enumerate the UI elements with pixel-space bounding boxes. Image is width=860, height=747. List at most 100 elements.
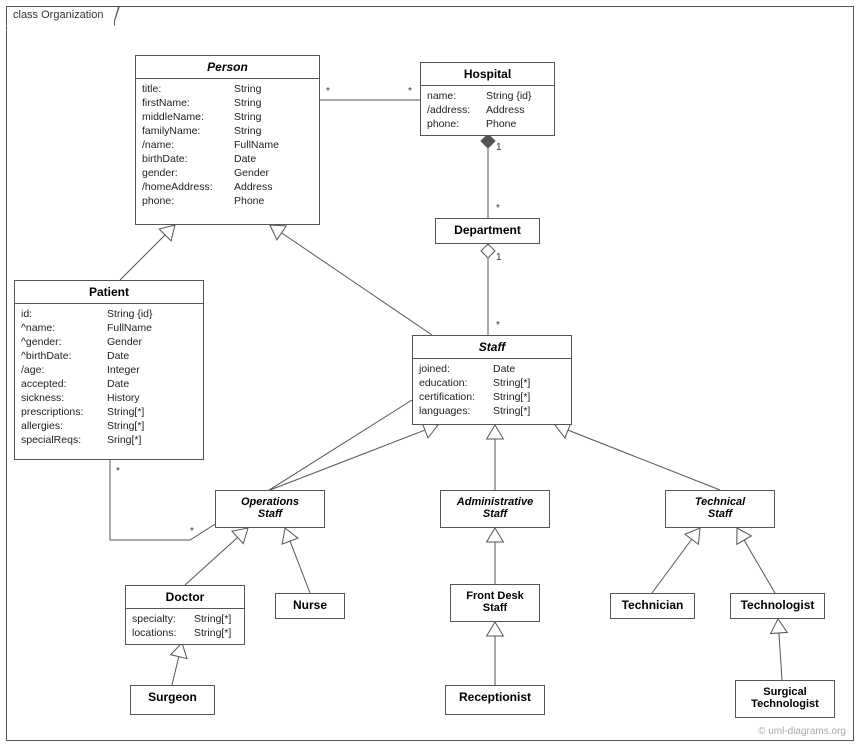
attr-name: birthDate: [142, 152, 230, 166]
attr-name: allergies: [21, 419, 103, 433]
attr-row: id:String {id} [21, 307, 197, 321]
class-surgicalTech: SurgicalTechnologist [735, 680, 835, 718]
attr-type: Gender [103, 335, 197, 349]
attr-type: String [230, 110, 313, 124]
class-opsStaff: OperationsStaff [215, 490, 325, 528]
attr-type: String [230, 124, 313, 138]
uml-class-diagram: class Organization Persontitle:Stringfir… [0, 0, 860, 747]
attr-name: name: [427, 89, 482, 103]
attr-name: gender: [142, 166, 230, 180]
attr-name: phone: [142, 194, 230, 208]
class-attrs: name:String {id}/address:Addressphone:Ph… [421, 86, 554, 135]
attr-row: education:String[*] [419, 376, 565, 390]
watermark: © uml-diagrams.org [758, 726, 846, 737]
class-title: Doctor [126, 586, 244, 609]
attr-row: firstName:String [142, 96, 313, 110]
attr-row: /address:Address [427, 103, 548, 117]
attr-type: String [230, 96, 313, 110]
package-tab: class Organization [6, 6, 115, 26]
attr-name: id: [21, 307, 103, 321]
attr-type: String[*] [489, 404, 565, 418]
attr-name: /address: [427, 103, 482, 117]
attr-type: String[*] [103, 405, 197, 419]
attr-name: familyName: [142, 124, 230, 138]
class-title: Surgeon [131, 686, 214, 708]
attr-name: specialReqs: [21, 433, 103, 447]
class-technician: Technician [610, 593, 695, 619]
attr-row: certification:String[*] [419, 390, 565, 404]
class-attrs: title:StringfirstName:StringmiddleName:S… [136, 79, 319, 212]
class-title: Person [136, 56, 319, 79]
class-person: Persontitle:StringfirstName:Stringmiddle… [135, 55, 320, 225]
attr-row: locations:String[*] [132, 626, 238, 640]
attr-row: ^name:FullName [21, 321, 197, 335]
attr-type: String[*] [190, 626, 238, 640]
attr-name: phone: [427, 117, 482, 131]
class-title: Front DeskStaff [451, 585, 539, 619]
attr-name: /name: [142, 138, 230, 152]
attr-type: Date [103, 349, 197, 363]
attr-type: String[*] [103, 419, 197, 433]
attr-name: locations: [132, 626, 190, 640]
attr-name: sickness: [21, 391, 103, 405]
class-staff: Staffjoined:Dateeducation:String[*]certi… [412, 335, 572, 425]
attr-name: certification: [419, 390, 489, 404]
attr-row: name:String {id} [427, 89, 548, 103]
class-title: Patient [15, 281, 203, 304]
attr-row: sickness:History [21, 391, 197, 405]
class-hospital: Hospitalname:String {id}/address:Address… [420, 62, 555, 136]
attr-name: firstName: [142, 96, 230, 110]
attr-type: FullName [230, 138, 313, 152]
attr-name: languages: [419, 404, 489, 418]
class-attrs: joined:Dateeducation:String[*]certificat… [413, 359, 571, 422]
attr-type: Address [230, 180, 313, 194]
attr-type: Gender [230, 166, 313, 180]
class-title: AdministrativeStaff [441, 491, 549, 525]
attr-row: allergies:String[*] [21, 419, 197, 433]
class-techStaff: TechnicalStaff [665, 490, 775, 528]
attr-type: Sring[*] [103, 433, 197, 447]
attr-name: specialty: [132, 612, 190, 626]
attr-name: /homeAddress: [142, 180, 230, 194]
attr-row: phone:Phone [142, 194, 313, 208]
attr-type: History [103, 391, 197, 405]
attr-row: birthDate:Date [142, 152, 313, 166]
attr-type: String {id} [482, 89, 548, 103]
class-title: Receptionist [446, 686, 544, 708]
class-department: Department [435, 218, 540, 244]
attr-row: specialty:String[*] [132, 612, 238, 626]
attr-type: Date [489, 362, 565, 376]
attr-name: middleName: [142, 110, 230, 124]
package-label: class Organization [13, 9, 104, 21]
attr-row: languages:String[*] [419, 404, 565, 418]
attr-type: Phone [482, 117, 548, 131]
class-technologist: Technologist [730, 593, 825, 619]
attr-name: ^birthDate: [21, 349, 103, 363]
class-surgeon: Surgeon [130, 685, 215, 715]
attr-row: gender:Gender [142, 166, 313, 180]
attr-name: ^gender: [21, 335, 103, 349]
attr-name: joined: [419, 362, 489, 376]
class-adminStaff: AdministrativeStaff [440, 490, 550, 528]
class-patient: Patientid:String {id}^name:FullName^gend… [14, 280, 204, 460]
class-attrs: id:String {id}^name:FullName^gender:Gend… [15, 304, 203, 451]
attr-name: accepted: [21, 377, 103, 391]
attr-type: String {id} [103, 307, 197, 321]
attr-name: prescriptions: [21, 405, 103, 419]
attr-row: /name:FullName [142, 138, 313, 152]
class-title: Department [436, 219, 539, 241]
attr-type: Integer [103, 363, 197, 377]
attr-row: specialReqs:Sring[*] [21, 433, 197, 447]
attr-type: Date [230, 152, 313, 166]
attr-row: middleName:String [142, 110, 313, 124]
class-title: TechnicalStaff [666, 491, 774, 525]
attr-row: /age:Integer [21, 363, 197, 377]
attr-row: prescriptions:String[*] [21, 405, 197, 419]
attr-row: accepted:Date [21, 377, 197, 391]
class-title: Technologist [731, 594, 824, 616]
attr-type: String[*] [190, 612, 238, 626]
attr-row: /homeAddress:Address [142, 180, 313, 194]
attr-name: /age: [21, 363, 103, 377]
attr-row: familyName:String [142, 124, 313, 138]
attr-row: ^gender:Gender [21, 335, 197, 349]
